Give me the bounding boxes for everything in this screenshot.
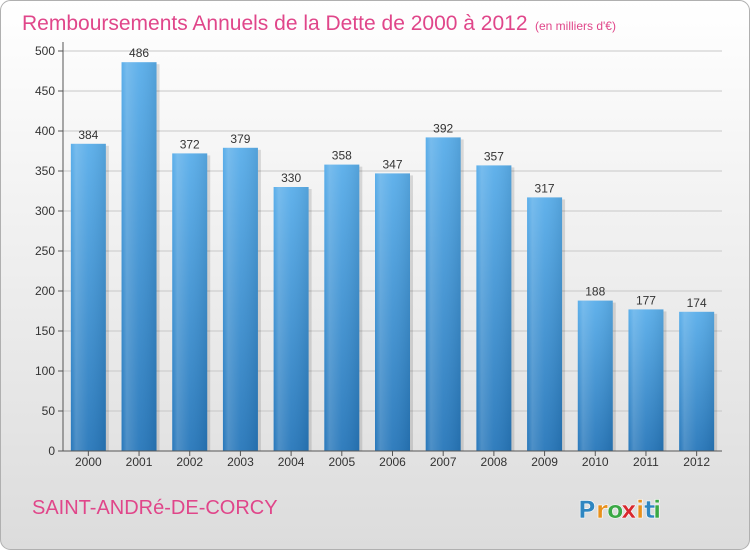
- bar-shine-2006: [375, 173, 410, 451]
- y-tick-label: 200: [35, 284, 55, 298]
- x-tick-label-2012: 2012: [683, 455, 710, 469]
- data-label-2005: 358: [332, 149, 352, 163]
- y-tick-label: 150: [35, 324, 55, 338]
- bar-shine-2008: [476, 165, 512, 451]
- chart-title: Remboursements Annuels de la Dette de 20…: [22, 12, 528, 35]
- bar-shine-2009: [527, 197, 563, 451]
- y-tick-label: 100: [35, 364, 55, 378]
- bar-shine-2007: [425, 137, 461, 451]
- x-ticks: 2000 2001 2002 2003 2004 2005 2006 2007 2008 2009…: [75, 451, 710, 469]
- x-tick-label-2008: 2008: [481, 455, 508, 469]
- logo-letter: i: [653, 496, 661, 524]
- y-tick-label: 250: [35, 244, 55, 258]
- data-label-2006: 347: [382, 157, 402, 171]
- data-label-2011: 177: [636, 293, 656, 307]
- y-tick-label: 300: [35, 204, 55, 218]
- y-tick-label: 400: [35, 124, 55, 138]
- data-label-2012: 174: [687, 296, 707, 310]
- x-tick-label-2004: 2004: [278, 455, 305, 469]
- y-tick-label: 350: [35, 164, 55, 178]
- data-label-2002: 372: [180, 137, 200, 151]
- x-tick-label-2011: 2011: [633, 455, 659, 469]
- chart-unit-note: (en milliers d'€): [535, 19, 616, 33]
- data-label-2004: 330: [281, 171, 301, 185]
- data-label-2008: 357: [484, 149, 504, 163]
- y-tick-label: 450: [35, 84, 55, 98]
- bar-shine-2011: [628, 309, 664, 451]
- logo-letter: P: [578, 496, 596, 524]
- x-tick-label-2006: 2006: [379, 455, 406, 469]
- x-tick-label-2001: 2001: [126, 455, 153, 469]
- bar-shine-2010: [577, 300, 613, 451]
- data-label-2010: 188: [585, 285, 605, 299]
- x-tick-label-2002: 2002: [176, 455, 203, 469]
- data-label-2001: 486: [129, 46, 149, 60]
- logo-letter: r: [596, 496, 608, 524]
- logo-letter: o: [607, 496, 624, 524]
- y-tick-label: 50: [42, 404, 56, 418]
- data-label-2003: 379: [230, 132, 250, 146]
- location-label: SAINT-ANDRé-DE-CORCY: [32, 497, 278, 519]
- data-label-2007: 392: [433, 121, 453, 135]
- y-tick-label: 500: [35, 44, 55, 58]
- x-tick-label-2005: 2005: [328, 455, 355, 469]
- x-tick-label-2007: 2007: [430, 455, 457, 469]
- bar-shine-2002: [172, 153, 208, 451]
- bar-shine-2005: [324, 164, 360, 451]
- bar-shine-2004: [273, 187, 309, 451]
- y-tick-label: 0: [48, 444, 55, 458]
- logo-letter: i: [636, 496, 644, 524]
- data-label-2009: 317: [535, 181, 555, 195]
- x-tick-label-2000: 2000: [75, 455, 102, 469]
- x-tick-label-2009: 2009: [531, 455, 558, 469]
- bar-shine-2012: [679, 311, 715, 451]
- bar-shine-2000: [70, 143, 106, 452]
- bars: 384 486 372 379 330 358 347 392 357 317 188 177 174: [70, 46, 718, 452]
- y-ticks: 0 50 100 150 200 250 300 350 400 450 500: [35, 44, 63, 458]
- bar-shine-2003: [222, 147, 258, 452]
- bar-shine-2001: [121, 62, 157, 451]
- x-tick-label-2010: 2010: [582, 455, 609, 469]
- logo-letter: x: [621, 496, 637, 524]
- x-tick-label-2003: 2003: [227, 455, 254, 469]
- data-label-2000: 384: [78, 128, 98, 142]
- logo-letter: t: [644, 496, 655, 524]
